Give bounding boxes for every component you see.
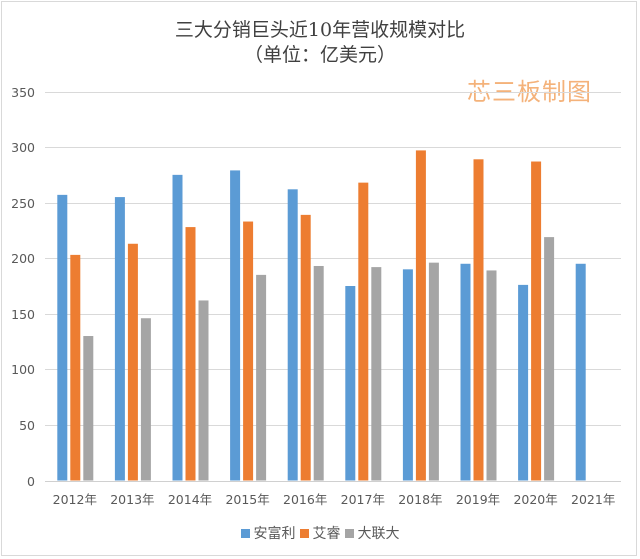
- y-tick-label: 50: [19, 418, 35, 433]
- y-tick-label: 350: [11, 85, 35, 100]
- x-axis-ticks: 2012年 2013年 2014年 2015年 2016年 2017年 2018年 2019年…: [53, 492, 616, 507]
- legend-label: 大联大: [357, 526, 400, 542]
- chart-subtitle: （单位：亿美元）: [243, 44, 396, 66]
- bar-arrow-2020: [531, 161, 542, 481]
- x-tick-label: 2021年: [571, 492, 615, 507]
- y-tick-label: 150: [11, 307, 35, 322]
- y-tick-label: 200: [11, 251, 35, 266]
- bar-arrow-2017: [358, 182, 369, 481]
- bar-avnet-2018: [402, 269, 413, 481]
- x-tick-label: 2015年: [225, 492, 269, 507]
- bar-arrow-2013: [127, 243, 138, 481]
- bar-wpg-2018: [428, 262, 439, 481]
- x-tick-label: 2016年: [283, 492, 327, 507]
- bar-avnet-2017: [345, 286, 356, 481]
- legend-item: 安富利: [240, 523, 296, 543]
- bar-wpg-2020: [544, 237, 555, 481]
- chart-title-main: 三大分销巨头近10年营收规模对比: [174, 19, 466, 41]
- bar-avnet-2015: [230, 170, 241, 481]
- bar-arrow-2019: [473, 159, 484, 481]
- bar-arrow-2016: [300, 214, 311, 481]
- legend: 安富利 艾睿 大联大: [0, 523, 640, 543]
- bar-avnet-2016: [287, 189, 298, 481]
- bar-arrow-2015: [243, 221, 254, 481]
- bar-avnet-2014: [172, 174, 183, 481]
- bar-wpg-2013: [140, 318, 151, 481]
- bar-wpg-2014: [198, 300, 209, 481]
- y-tick-label: 100: [11, 362, 35, 377]
- x-tick-label: 2020年: [513, 492, 557, 507]
- legend-label: 艾睿: [312, 526, 341, 542]
- x-tick-label: 2017年: [341, 492, 385, 507]
- x-tick-label: 2013年: [110, 492, 154, 507]
- legend-label: 安富利: [253, 526, 296, 542]
- x-tick-label: 2012年: [53, 492, 97, 507]
- bar-avnet-2012: [57, 194, 68, 481]
- bar-avnet-2020: [518, 284, 529, 481]
- x-tick-label: 2019年: [456, 492, 500, 507]
- x-tick-label: 2018年: [398, 492, 442, 507]
- bar-avnet-2019: [460, 263, 471, 481]
- legend-swatch: [240, 529, 250, 538]
- y-tick-label: 0: [27, 474, 35, 489]
- y-axis-ticks: 0 50 100 150 200 250 300 350: [11, 85, 35, 489]
- bar-avnet-2021: [575, 263, 586, 481]
- bars: [57, 150, 586, 481]
- legend-swatch: [299, 529, 309, 538]
- chart-title: 三大分销巨头近10年营收规模对比 （单位：亿美元）: [0, 18, 640, 68]
- bar-arrow-2012: [70, 254, 81, 481]
- bar-wpg-2017: [371, 267, 382, 481]
- legend-item: 大联大: [344, 523, 400, 543]
- legend-item: 艾睿: [299, 523, 341, 543]
- y-tick-label: 250: [11, 196, 35, 211]
- bar-arrow-2018: [415, 150, 426, 481]
- x-tick-label: 2014年: [168, 492, 212, 507]
- legend-swatch: [344, 529, 354, 538]
- bar-arrow-2014: [185, 227, 196, 481]
- bar-wpg-2012: [83, 336, 94, 481]
- y-tick-label: 300: [11, 140, 35, 155]
- bar-wpg-2016: [313, 265, 324, 481]
- bar-wpg-2015: [256, 274, 267, 481]
- bar-wpg-2019: [486, 270, 497, 481]
- bar-avnet-2013: [114, 197, 125, 481]
